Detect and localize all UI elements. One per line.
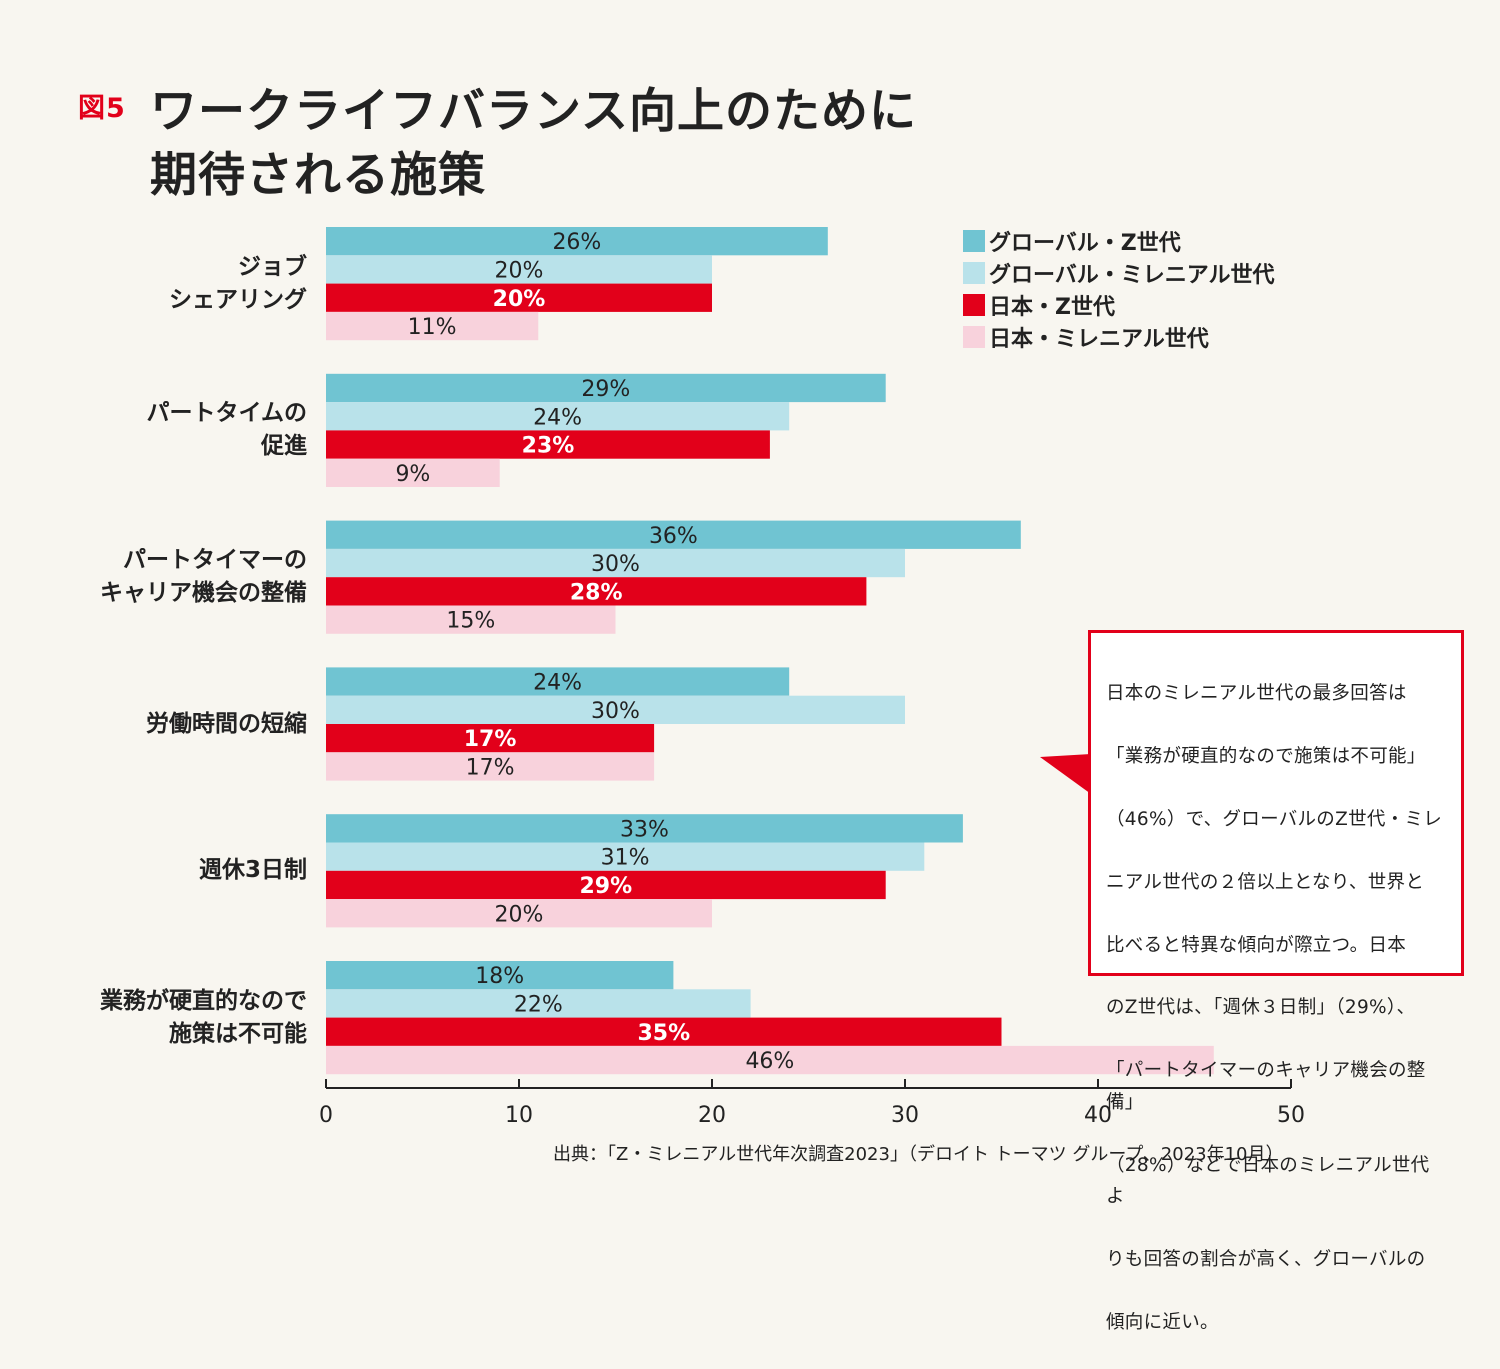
legend-item-global-z: グローバル・Z世代 bbox=[963, 225, 1275, 257]
callout-pointer bbox=[1040, 754, 1091, 794]
bar-series-3-cat-3 bbox=[326, 752, 655, 781]
legend-label-japan-millennial: 日本・ミレニアル世代 bbox=[989, 327, 1209, 352]
bar-series-0-cat-0 bbox=[326, 227, 828, 256]
value-label-series-1-cat-3: 30% bbox=[591, 699, 640, 724]
value-label-series-1-cat-0: 20% bbox=[495, 258, 544, 283]
value-label-series-2-cat-4: 29% bbox=[579, 874, 632, 899]
value-label-series-2-cat-3: 17% bbox=[464, 727, 517, 752]
value-label-series-2-cat-2: 28% bbox=[570, 580, 623, 605]
callout-line: （28%）などで日本のミレニアル世代よ bbox=[1106, 1154, 1430, 1207]
bar-chart: 26% 20% 20% 11% 29% 24% 23% 9% 36% 30% 28% 15% 24% 30… bbox=[319, 227, 1305, 1128]
callout-text: 日本のミレニアル世代の最多回答は 「業務が硬直的なので施策は不可能」 （46%）… bbox=[1106, 647, 1447, 1369]
callout-line: 「業務が硬直的なので施策は不可能」 bbox=[1106, 746, 1426, 768]
bar-series-3-cat-1 bbox=[326, 458, 500, 487]
figure-label: 図5 bbox=[78, 93, 126, 124]
legend-item-japan-millennial: 日本・ミレニアル世代 bbox=[963, 321, 1275, 353]
bar-series-0-cat-1 bbox=[326, 373, 886, 403]
x-tick-label-20: 20 bbox=[698, 1103, 726, 1128]
bar-series-0-cat-4 bbox=[326, 814, 963, 843]
category-label-5: 業務が硬直的なので 施策は不可能 bbox=[100, 987, 307, 1047]
value-label-series-3-cat-3: 17% bbox=[466, 756, 515, 781]
value-label-series-3-cat-1: 9% bbox=[395, 462, 430, 487]
value-label-series-0-cat-4: 33% bbox=[620, 817, 669, 842]
source-note: 出典：「Z・ミレニアル世代年次調査2023」（デロイト トーマツ グループ、20… bbox=[553, 1144, 1284, 1165]
legend-item-japan-z: 日本・Z世代 bbox=[963, 289, 1275, 321]
bar-series-0-cat-3 bbox=[326, 667, 790, 696]
bars-layer bbox=[326, 227, 1214, 1075]
x-tick-label-30: 30 bbox=[891, 1103, 919, 1128]
value-label-series-2-cat-5: 35% bbox=[637, 1021, 690, 1046]
legend-swatch-japan-millennial bbox=[963, 326, 985, 348]
bar-series-1-cat-4 bbox=[326, 842, 925, 871]
callout-line: 比べると特異な傾向が際立つ。日本 bbox=[1106, 934, 1407, 956]
bar-series-3-cat-0 bbox=[326, 311, 539, 341]
bar-series-2-cat-1 bbox=[326, 430, 770, 459]
value-label-series-3-cat-5: 46% bbox=[745, 1049, 794, 1074]
bar-series-0-cat-2 bbox=[326, 520, 1021, 549]
value-label-series-1-cat-4: 31% bbox=[601, 846, 650, 871]
x-tick-label-40: 40 bbox=[1084, 1103, 1112, 1128]
value-label-series-0-cat-0: 26% bbox=[552, 230, 601, 255]
callout-line: りも回答の割合が高く、グローバルの bbox=[1106, 1248, 1426, 1270]
value-label-series-1-cat-1: 24% bbox=[533, 405, 582, 430]
x-tick-label-50: 50 bbox=[1277, 1103, 1305, 1128]
legend-swatch-japan-z bbox=[963, 294, 985, 316]
bar-series-2-cat-2 bbox=[326, 577, 867, 606]
legend-label-japan-z: 日本・Z世代 bbox=[989, 295, 1115, 320]
bar-series-1-cat-5 bbox=[326, 989, 751, 1018]
bar-series-1-cat-1 bbox=[326, 402, 790, 431]
category-label-3: 労働時間の短縮 bbox=[146, 710, 307, 737]
bar-series-3-cat-2 bbox=[326, 605, 616, 634]
bar-series-1-cat-3 bbox=[326, 695, 905, 724]
callout-line: （46%）で、グローバルのZ世代・ミレ bbox=[1106, 809, 1443, 831]
callout-box: 日本のミレニアル世代の最多回答は 「業務が硬直的なので施策は不可能」 （46%）… bbox=[1088, 630, 1464, 1333]
legend-label-global-z: グローバル・Z世代 bbox=[989, 231, 1181, 256]
x-tick-label-0: 0 bbox=[319, 1103, 333, 1128]
value-label-series-0-cat-2: 36% bbox=[649, 524, 698, 549]
bar-series-3-cat-5 bbox=[326, 1045, 1214, 1075]
value-label-series-3-cat-2: 15% bbox=[446, 609, 495, 634]
legend-item-global-millennial: グローバル・ミレニアル世代 bbox=[963, 257, 1275, 289]
value-label-series-2-cat-0: 20% bbox=[493, 287, 546, 312]
bar-series-3-cat-4 bbox=[326, 899, 712, 928]
value-label-series-0-cat-5: 18% bbox=[475, 964, 524, 989]
value-label-series-1-cat-2: 30% bbox=[591, 552, 640, 577]
bar-series-1-cat-0 bbox=[326, 255, 712, 284]
bar-series-0-cat-5 bbox=[326, 961, 674, 990]
bar-series-2-cat-4 bbox=[326, 870, 886, 900]
bar-series-2-cat-5 bbox=[326, 1017, 1002, 1046]
x-tick-label-10: 10 bbox=[505, 1103, 533, 1128]
chart-title-line-1: ワークライフバランス向上のために bbox=[150, 84, 918, 139]
callout-line: のZ世代は、「週休３日制」（29%）、 bbox=[1106, 997, 1416, 1019]
value-labels-layer: 26% 20% 20% 11% 29% 24% 23% 9% 36% 30% 28% 15% 24% 30… bbox=[395, 230, 794, 1074]
category-label-4: 週休3日制 bbox=[198, 857, 307, 884]
callout-line: 傾向に近い。 bbox=[1106, 1311, 1219, 1333]
value-label-series-2-cat-1: 23% bbox=[522, 434, 575, 459]
legend: グローバル・Z世代 グローバル・ミレニアル世代 日本・Z世代 日本・ミレニアル世… bbox=[963, 225, 1275, 353]
bar-series-2-cat-0 bbox=[326, 283, 712, 312]
callout-line: 「パートタイマーのキャリア機会の整備」 bbox=[1106, 1060, 1426, 1113]
category-label-2: パートタイマーの キャリア機会の整備 bbox=[100, 547, 307, 607]
bar-series-1-cat-2 bbox=[326, 548, 905, 578]
chart-title-line-2: 期待される施策 bbox=[150, 148, 486, 203]
legend-swatch-global-z bbox=[963, 230, 985, 252]
legend-swatch-global-millennial bbox=[963, 262, 985, 284]
callout-line: 日本のミレニアル世代の最多回答は bbox=[1106, 683, 1407, 705]
bar-series-2-cat-3 bbox=[326, 724, 655, 753]
value-label-series-0-cat-3: 24% bbox=[533, 671, 582, 696]
category-label-0: ジョブ シェアリング bbox=[169, 253, 307, 313]
category-label-1: パートタイムの 促進 bbox=[146, 400, 307, 460]
callout-line: ニアル世代の２倍以上となり、世界と bbox=[1106, 871, 1425, 893]
value-label-series-1-cat-5: 22% bbox=[514, 992, 563, 1017]
value-label-series-3-cat-0: 11% bbox=[408, 315, 457, 340]
value-label-series-0-cat-1: 29% bbox=[581, 377, 630, 402]
value-label-series-3-cat-4: 20% bbox=[495, 902, 544, 927]
legend-label-global-millennial: グローバル・ミレニアル世代 bbox=[989, 263, 1275, 288]
x-axis: 0 10 20 30 40 50 bbox=[319, 1079, 1305, 1128]
